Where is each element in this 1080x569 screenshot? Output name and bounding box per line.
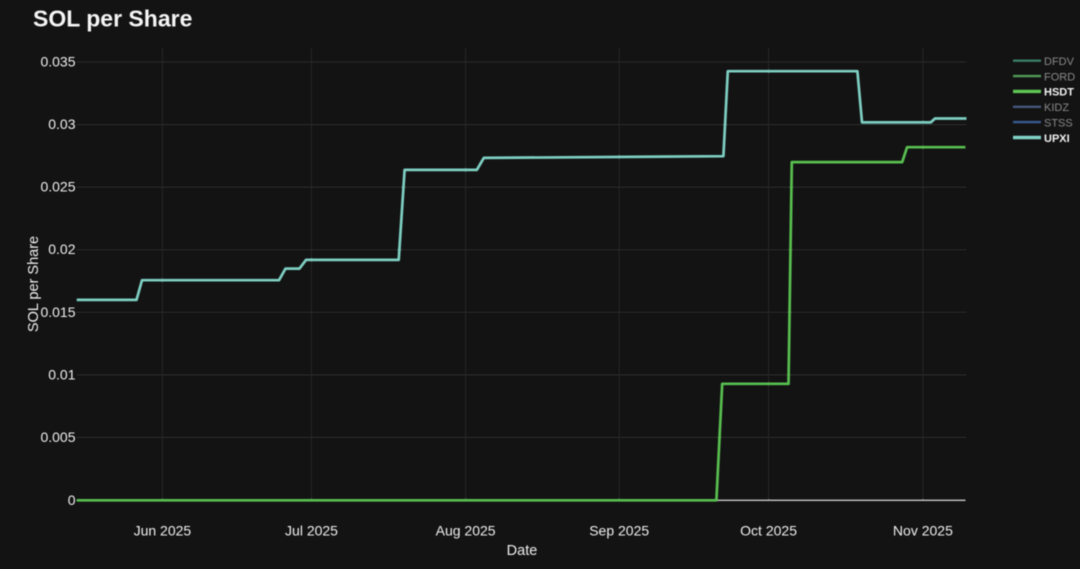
svg-text:KIDZ: KIDZ	[1044, 102, 1069, 114]
svg-text:Oct 2025: Oct 2025	[740, 523, 797, 539]
svg-text:Sep 2025: Sep 2025	[589, 523, 649, 539]
svg-text:0.02: 0.02	[48, 241, 75, 257]
svg-text:Jun 2025: Jun 2025	[134, 523, 192, 539]
svg-text:SOL per Share: SOL per Share	[26, 236, 42, 332]
svg-text:SOL per Share: SOL per Share	[33, 6, 192, 32]
svg-text:Jul 2025: Jul 2025	[285, 523, 338, 539]
svg-text:0.035: 0.035	[40, 54, 75, 70]
svg-text:0: 0	[68, 492, 76, 508]
svg-text:UPXI: UPXI	[1044, 133, 1070, 145]
svg-text:Aug 2025: Aug 2025	[436, 523, 496, 539]
svg-text:0.03: 0.03	[48, 116, 75, 132]
svg-text:0.025: 0.025	[40, 179, 75, 195]
svg-text:DFDV: DFDV	[1044, 56, 1075, 68]
svg-text:0.005: 0.005	[40, 429, 75, 445]
svg-text:HSDT: HSDT	[1044, 87, 1074, 99]
svg-text:FORD: FORD	[1044, 71, 1075, 83]
svg-text:0.015: 0.015	[40, 304, 75, 320]
svg-text:STSS: STSS	[1044, 117, 1073, 129]
svg-text:Nov 2025: Nov 2025	[893, 523, 953, 539]
svg-text:0.01: 0.01	[48, 366, 75, 382]
svg-text:Date: Date	[507, 543, 538, 559]
